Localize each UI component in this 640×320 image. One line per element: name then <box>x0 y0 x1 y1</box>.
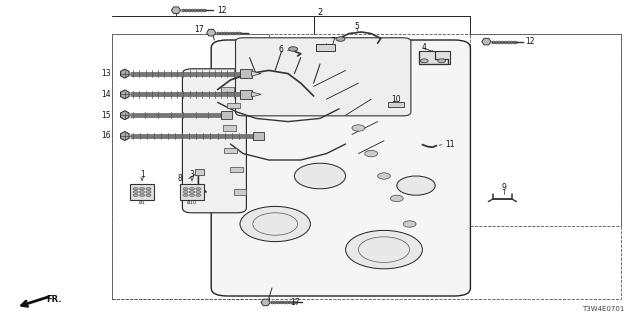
Circle shape <box>140 188 145 190</box>
Bar <box>130 184 154 200</box>
Text: 11: 11 <box>445 140 454 149</box>
Bar <box>419 51 450 64</box>
Bar <box>180 184 204 200</box>
Circle shape <box>420 59 428 63</box>
Polygon shape <box>252 71 261 76</box>
Circle shape <box>133 194 138 196</box>
Polygon shape <box>120 90 129 99</box>
Bar <box>240 69 252 78</box>
Text: 10: 10 <box>390 95 401 104</box>
Text: T3W4E0701: T3W4E0701 <box>582 306 624 312</box>
Circle shape <box>336 37 345 41</box>
Bar <box>240 90 252 99</box>
Circle shape <box>346 230 422 269</box>
Bar <box>234 189 246 195</box>
Bar <box>388 102 404 107</box>
Circle shape <box>146 194 151 196</box>
Circle shape <box>378 173 390 179</box>
Bar <box>224 148 237 153</box>
Text: 8: 8 <box>177 174 182 183</box>
Bar <box>221 111 232 119</box>
Bar <box>227 103 240 108</box>
Bar <box>316 44 335 51</box>
Polygon shape <box>207 29 216 36</box>
Polygon shape <box>261 299 270 306</box>
Circle shape <box>146 191 151 193</box>
Polygon shape <box>120 132 129 140</box>
FancyBboxPatch shape <box>236 38 411 116</box>
Circle shape <box>365 150 378 157</box>
Circle shape <box>240 206 310 242</box>
Text: 7: 7 <box>330 37 335 46</box>
Text: 6: 6 <box>278 45 284 54</box>
Circle shape <box>189 191 195 193</box>
Polygon shape <box>172 7 180 13</box>
Circle shape <box>133 188 138 190</box>
Text: 9: 9 <box>501 183 506 192</box>
Bar <box>221 87 234 92</box>
Polygon shape <box>482 38 491 45</box>
Text: 16: 16 <box>101 132 111 140</box>
Circle shape <box>140 191 145 193</box>
Text: 12: 12 <box>525 37 534 46</box>
Circle shape <box>352 125 365 131</box>
Circle shape <box>438 59 445 63</box>
Circle shape <box>189 194 195 196</box>
Circle shape <box>140 194 145 196</box>
Circle shape <box>183 191 188 193</box>
Text: ø10: ø10 <box>187 200 197 205</box>
Text: 17: 17 <box>290 298 300 307</box>
Bar <box>112 34 269 299</box>
Text: ø1: ø1 <box>139 200 145 205</box>
Text: 14: 14 <box>101 90 111 99</box>
Circle shape <box>189 188 195 190</box>
FancyBboxPatch shape <box>211 40 470 296</box>
Circle shape <box>133 191 138 193</box>
Circle shape <box>403 221 416 227</box>
Text: 15: 15 <box>101 111 111 120</box>
Circle shape <box>196 188 201 190</box>
Circle shape <box>294 163 346 189</box>
Circle shape <box>183 194 188 196</box>
Bar <box>112 34 621 299</box>
Text: 1: 1 <box>140 170 145 179</box>
Text: 12: 12 <box>218 6 227 15</box>
Bar <box>470 34 621 226</box>
Text: 5: 5 <box>354 22 359 31</box>
FancyBboxPatch shape <box>182 69 246 213</box>
Bar <box>253 132 264 140</box>
Circle shape <box>146 188 151 190</box>
Circle shape <box>196 191 201 193</box>
Bar <box>195 169 204 175</box>
Text: 4: 4 <box>421 44 426 52</box>
Polygon shape <box>120 111 129 120</box>
Circle shape <box>183 188 188 190</box>
Circle shape <box>390 195 403 202</box>
Text: 2: 2 <box>317 8 323 17</box>
Polygon shape <box>252 92 261 97</box>
Bar <box>223 125 236 131</box>
Text: 13: 13 <box>101 69 111 78</box>
Circle shape <box>397 176 435 195</box>
Text: 3: 3 <box>189 170 195 179</box>
Circle shape <box>196 194 201 196</box>
Text: FR.: FR. <box>47 295 62 304</box>
Polygon shape <box>120 69 129 78</box>
Text: 17: 17 <box>194 25 204 34</box>
Circle shape <box>289 47 298 51</box>
Bar <box>230 167 243 172</box>
